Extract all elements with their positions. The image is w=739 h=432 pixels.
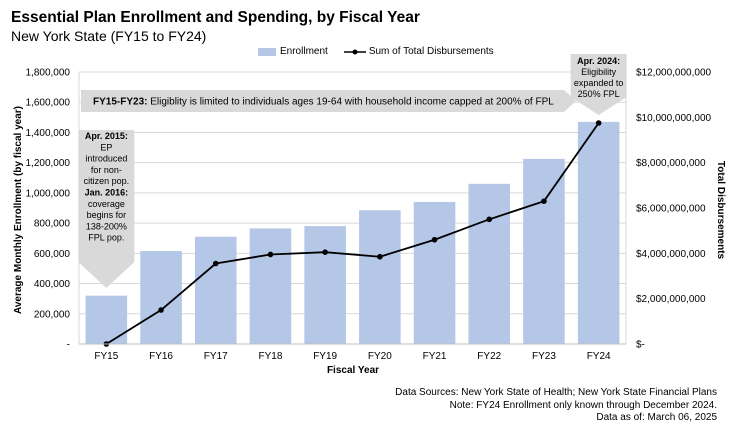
y-tick-label-1: 200,000: [34, 309, 71, 320]
fy15-note-line-9: FPL pop.: [88, 233, 124, 243]
x-tick-label-fy18: FY18: [258, 351, 282, 362]
y-tick-label-2: 400,000: [34, 279, 71, 290]
enrollment-bar-fy22: [468, 183, 511, 344]
footer-as-of: Data as of: March 06, 2025: [596, 412, 717, 423]
fy24-note-line-0: Apr. 2024:: [577, 56, 620, 66]
fy15-note-line-7: begins for: [87, 210, 127, 220]
fy15-note-arrow: [78, 130, 135, 288]
fy15-note-line-3: for non-: [91, 165, 122, 175]
y2-tick-label-3: $6,000,000,000: [636, 204, 706, 215]
enrollment-bar-fy15: [85, 295, 128, 344]
x-tick-label-fy17: FY17: [204, 351, 228, 362]
x-axis-title: Fiscal Year: [327, 365, 379, 376]
footer-sources: Data Sources: New York State of Health; …: [395, 387, 717, 398]
enrollment-bar-fy23: [523, 158, 565, 344]
annotations: FY15-FY23: Eligiblity is limited to indi…: [78, 54, 627, 288]
disbursements-line: [103, 120, 602, 347]
y2-tick-label-6: $12,000,000,000: [636, 68, 712, 79]
x-tick-label-fy22: FY22: [477, 351, 501, 362]
y-tick-label-6: 1,200,000: [26, 158, 71, 169]
fy15-note-line-4: citizen pop.: [84, 176, 130, 186]
fy24-note-line-1: Eligibility: [581, 67, 617, 77]
eligibility-banner-text: FY15-FY23: Eligiblity is limited to indi…: [93, 97, 554, 108]
y-tick-label-9: 1,800,000: [26, 68, 71, 79]
banner-bold-text: FY15-FY23:: [93, 97, 147, 108]
enrollment-bar-fy17: [194, 236, 237, 344]
disbursement-point-fy22: [486, 216, 493, 223]
y2-tick-label-1: $2,000,000,000: [636, 294, 706, 305]
x-tick-label-fy21: FY21: [423, 351, 447, 362]
y2-tick-label-0: $-: [636, 340, 645, 351]
enrollment-bars: [85, 121, 620, 344]
disbursement-point-fy19: [322, 249, 328, 255]
fy24-note-line-2: expanded to: [574, 78, 624, 88]
disbursement-point-fy24: [595, 120, 602, 126]
legend-disbursements-swatch: [343, 49, 366, 54]
enrollment-bar-fy19: [304, 226, 346, 344]
fy15-note-line-1: EP: [100, 142, 112, 152]
x-tick-label-fy23: FY23: [532, 351, 556, 362]
x-tick-label-fy15: FY15: [94, 351, 118, 362]
footer-notes: Data Sources: New York State of Health; …: [395, 387, 717, 425]
legend-disbursements-label: Sum of Total Disbursements: [368, 46, 494, 57]
x-tick-label-fy19: FY19: [313, 351, 337, 362]
enrollment-bar-fy21: [413, 201, 456, 344]
y2-axis-title: Total Disbursements: [715, 161, 726, 260]
fy15-note-line-2: introduced: [85, 154, 127, 164]
enrollment-bar-fy20: [359, 210, 401, 344]
eligibility-banner-arrow: [81, 90, 576, 112]
y-tick-label-3: 600,000: [34, 249, 71, 260]
y2-tick-label-4: $8,000,000,000: [636, 158, 706, 169]
fy15-note-line-5: Jan. 2016:: [85, 188, 129, 198]
chart-subtitle: New York State (FY15 to FY24): [11, 28, 207, 44]
y2-tick-label-2: $4,000,000,000: [636, 249, 706, 260]
legend-enrollment-label: Enrollment: [280, 46, 328, 57]
banner-body-text: Eligiblity is limited to individuals age…: [147, 97, 554, 108]
fy24-note-line-3: 250% FPL: [578, 89, 620, 99]
disbursement-point-fy21: [431, 236, 438, 243]
disbursement-point-fy16: [158, 307, 164, 313]
enrollment-bar-fy18: [249, 228, 292, 344]
footer-note: Note: FY24 Enrollment only known through…: [449, 399, 717, 411]
disbursement-point-fy17: [212, 260, 219, 267]
chart-title: Essential Plan Enrollment and Spending, …: [11, 9, 420, 26]
fy15-note-line-8: 138-200%: [86, 221, 127, 231]
fy24-note-arrow: [570, 54, 627, 115]
fy15-note-line-0: Apr. 2015:: [85, 131, 128, 141]
x-tick-label-fy24: FY24: [587, 351, 611, 362]
enrollment-bar-fy24: [577, 121, 620, 344]
y-tick-label-0: -: [67, 340, 70, 351]
disbursement-point-fy20: [377, 253, 383, 260]
x-tick-label-fy20: FY20: [368, 351, 392, 362]
y-tick-label-5: 1,000,000: [26, 188, 71, 199]
x-tick-label-fy16: FY16: [149, 351, 173, 362]
legend-enrollment-swatch: [258, 47, 276, 56]
y-tick-label-7: 1,400,000: [26, 128, 71, 139]
legend: Enrollment Sum of Total Disbursements: [258, 46, 494, 57]
disbursement-point-fy18: [267, 251, 274, 258]
axes: FY15 FY16 FY17 FY18 FY19 FY20 FY21 FY22 FY23 FY24…: [26, 68, 712, 363]
y-axis-title: Average Monthly Enrollment (by fiscal ye…: [13, 106, 24, 314]
y-tick-label-4: 800,000: [34, 219, 71, 230]
y-tick-label-8: 1,600,000: [26, 98, 71, 109]
disbursement-point-fy23: [541, 198, 547, 204]
fy15-note-line-6: coverage: [88, 199, 125, 209]
y2-tick-label-5: $10,000,000,000: [636, 113, 712, 124]
disbursements-polyline: [105, 122, 600, 345]
